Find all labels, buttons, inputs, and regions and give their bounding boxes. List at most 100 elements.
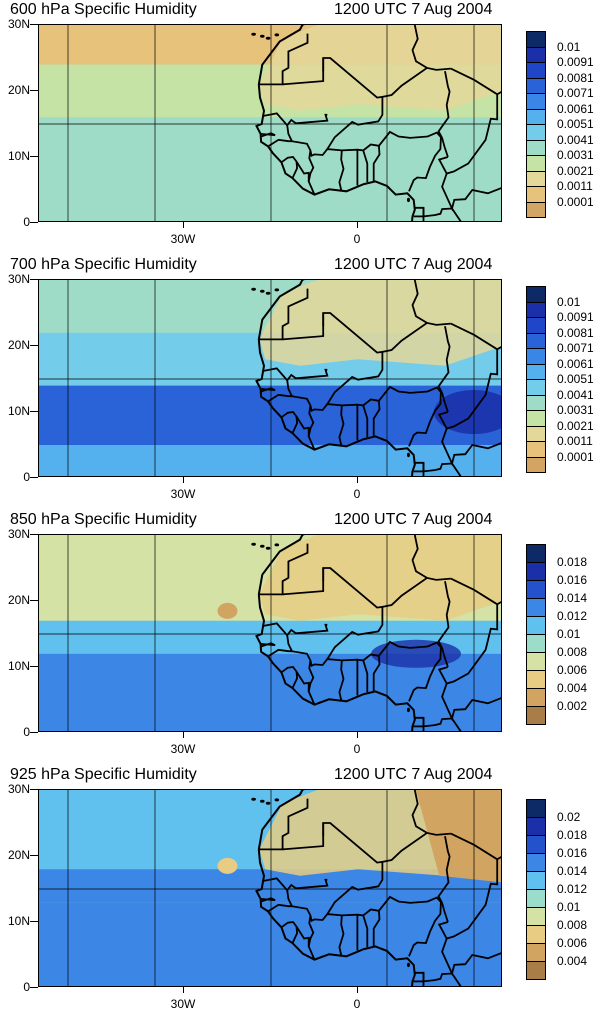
legend-swatch — [526, 170, 546, 187]
legend-swatch — [526, 925, 546, 944]
country-border — [260, 132, 276, 138]
legend-swatch — [526, 31, 546, 48]
country-border — [260, 642, 276, 648]
x-tick-label: 0 — [353, 742, 361, 756]
x-tick — [183, 987, 184, 993]
country-border — [437, 349, 499, 430]
legend-swatch — [526, 155, 546, 172]
country-border — [382, 321, 451, 353]
country-border — [295, 926, 310, 947]
legend-swatch — [526, 394, 546, 411]
legend-swatch — [526, 598, 546, 617]
country-border — [408, 902, 442, 957]
country-border — [280, 411, 299, 434]
legend-label: 0.0051 — [557, 117, 594, 131]
dry-region — [259, 535, 501, 621]
map-svg — [39, 790, 501, 986]
legend-label: 0.0001 — [557, 194, 594, 209]
island — [406, 452, 410, 458]
legend-swatch — [526, 580, 546, 599]
y-tick-label: 0 — [23, 980, 30, 994]
country-border — [295, 671, 310, 692]
country-border — [378, 130, 442, 147]
legend-swatch — [526, 853, 546, 872]
legend-swatch — [526, 943, 546, 962]
y-tick-label: 10N — [7, 404, 30, 418]
legend-label: 0.02 — [557, 810, 581, 824]
country-border — [286, 635, 381, 692]
map-panel: 600 hPa Specific Humidity 1200 UTC 7 Aug … — [0, 0, 600, 255]
legend-label: 0.01 — [557, 627, 581, 641]
legend-swatch — [526, 186, 546, 203]
country-border — [378, 640, 442, 657]
legend-label: 0.0031 — [557, 148, 594, 162]
country-border — [441, 938, 501, 977]
country-border — [382, 66, 451, 98]
island — [260, 289, 265, 293]
country-border — [451, 972, 462, 986]
y-tick-label: 30N — [7, 527, 30, 541]
country-border — [307, 915, 316, 960]
country-border — [437, 71, 451, 158]
y-tick-label: 0 — [23, 215, 30, 229]
moist-core — [434, 390, 501, 434]
country-border — [441, 173, 501, 212]
country-border — [411, 25, 428, 69]
legend-swatch — [526, 363, 546, 380]
x-tick — [183, 732, 184, 738]
legend-label: 0.008 — [557, 918, 588, 932]
legend-label: 0.014 — [557, 864, 588, 878]
legend-swatch — [526, 616, 546, 635]
country-border — [382, 576, 451, 608]
legend-swatch — [526, 871, 546, 890]
island — [265, 546, 271, 550]
island — [265, 36, 271, 40]
coastline — [255, 84, 416, 221]
country-border — [408, 647, 442, 702]
island — [260, 799, 265, 803]
y-tick — [30, 921, 38, 922]
country-border — [451, 717, 462, 731]
map-panel: 700 hPa Specific Humidity 1200 UTC 7 Aug … — [0, 255, 600, 510]
x-tick — [357, 222, 358, 228]
y-tick-label: 30N — [7, 272, 30, 286]
country-border — [280, 156, 299, 179]
legend-label: 0.0011 — [557, 179, 593, 193]
country-border — [414, 971, 453, 983]
country-border — [262, 877, 329, 892]
legend-label: 0.0041 — [557, 132, 594, 147]
country-border — [258, 543, 309, 596]
legend-label: 0.004 — [557, 954, 588, 968]
y-tick — [30, 156, 38, 157]
y-tick — [30, 345, 38, 346]
legend-label: 0.0081 — [557, 325, 594, 340]
legend-swatch — [526, 46, 546, 63]
country-border — [437, 604, 499, 685]
country-border — [286, 380, 381, 437]
legend-label: 0.016 — [557, 846, 588, 860]
legend-swatch — [526, 441, 546, 458]
map-plot — [38, 279, 502, 477]
island — [274, 33, 280, 37]
country-border — [437, 94, 499, 175]
y-tick — [30, 279, 38, 280]
country-border — [267, 903, 292, 913]
country-border — [414, 461, 453, 473]
y-tick-label: 30N — [7, 782, 30, 796]
legend-swatch — [526, 817, 546, 836]
y-tick — [30, 987, 38, 988]
country-border — [411, 790, 428, 834]
map-plot — [38, 24, 502, 222]
map-plot — [38, 534, 502, 732]
legend-swatch — [526, 62, 546, 79]
country-border — [437, 836, 451, 923]
legend-swatch — [526, 379, 546, 396]
island — [251, 542, 256, 546]
y-tick — [30, 789, 38, 790]
legend-label: 0.016 — [557, 573, 588, 587]
legend-label: 0.018 — [557, 555, 588, 569]
legend-label: 0.012 — [557, 609, 588, 623]
legend-label: 0.0071 — [557, 86, 594, 100]
panel-timestamp: 1200 UTC 7 Aug 2004 — [334, 511, 493, 528]
country-border — [450, 322, 501, 351]
